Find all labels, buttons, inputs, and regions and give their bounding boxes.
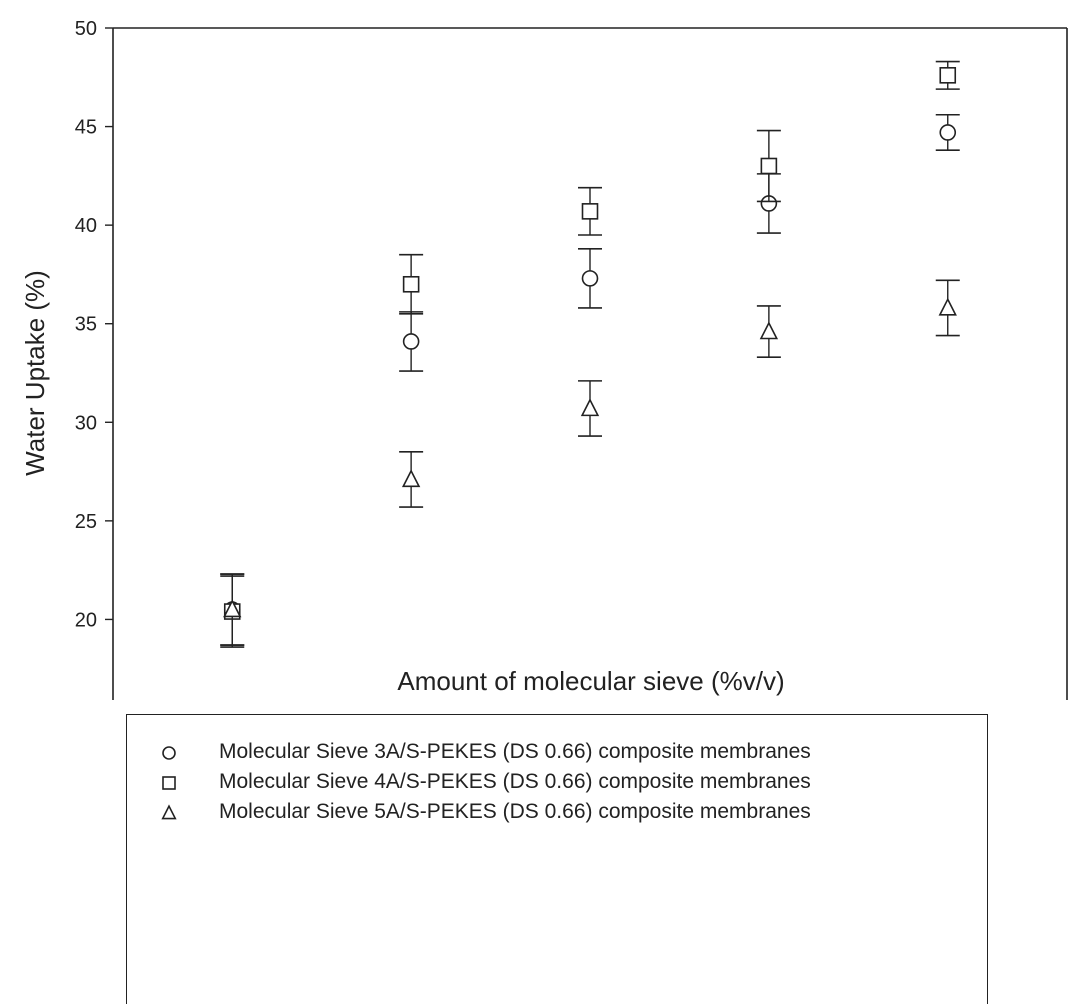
square-marker bbox=[402, 275, 420, 293]
square-marker bbox=[581, 203, 599, 220]
legend: Molecular Sieve 3A/S-PEKES (DS 0.66) com… bbox=[126, 714, 988, 1004]
legend-label: Molecular Sieve 3A/S-PEKES (DS 0.66) com… bbox=[219, 740, 811, 763]
series-triangle bbox=[220, 279, 960, 646]
legend-square-symbol bbox=[157, 769, 191, 795]
legend-item: Molecular Sieve 5A/S-PEKES (DS 0.66) com… bbox=[157, 797, 811, 827]
y-tick-label: 25 bbox=[75, 511, 97, 533]
legend-symbol-graphic bbox=[162, 746, 176, 760]
legend-item: Molecular Sieve 3A/S-PEKES (DS 0.66) com… bbox=[157, 737, 811, 767]
y-tick-label: 40 bbox=[75, 215, 97, 237]
y-tick-label: 20 bbox=[75, 609, 97, 631]
circle-marker bbox=[581, 270, 599, 287]
y-tick-label: 50 bbox=[75, 18, 97, 40]
legend-symbol-graphic bbox=[161, 804, 177, 820]
square-marker bbox=[939, 67, 957, 84]
y-axis-ticks: 1520253035404550 bbox=[75, 18, 113, 631]
triangle-marker bbox=[223, 599, 242, 618]
y-tick-label: 35 bbox=[75, 314, 97, 336]
circle-marker bbox=[162, 746, 176, 760]
legend-circle-symbol bbox=[157, 739, 191, 765]
axes bbox=[112, 27, 1068, 700]
triangle-marker bbox=[401, 469, 421, 488]
legend-label: Molecular Sieve 5A/S-PEKES (DS 0.66) com… bbox=[219, 800, 811, 823]
y-tick-label: 45 bbox=[75, 117, 97, 139]
series-square bbox=[220, 60, 960, 648]
square-marker bbox=[162, 776, 176, 790]
y-tick-label: 30 bbox=[75, 412, 97, 434]
circle-marker bbox=[402, 333, 420, 350]
triangle-marker bbox=[580, 398, 600, 417]
legend-label: Molecular Sieve 4A/S-PEKES (DS 0.66) com… bbox=[219, 770, 811, 793]
square-marker bbox=[760, 157, 778, 175]
circle-marker bbox=[939, 124, 957, 141]
triangle-marker bbox=[938, 297, 957, 316]
data-series bbox=[220, 60, 960, 648]
legend-symbol-graphic bbox=[162, 776, 176, 790]
triangle-marker bbox=[161, 804, 177, 820]
y-axis-title: Water Uptake (%) bbox=[20, 270, 50, 476]
legend-triangle-symbol bbox=[157, 799, 191, 825]
x-axis-title: Amount of molecular sieve (%v/v) bbox=[397, 666, 784, 696]
legend-item: Molecular Sieve 4A/S-PEKES (DS 0.66) com… bbox=[157, 767, 811, 797]
chart: 1520253035404550 02468101214 Water Uptak… bbox=[20, 18, 1068, 700]
triangle-marker bbox=[759, 321, 779, 340]
